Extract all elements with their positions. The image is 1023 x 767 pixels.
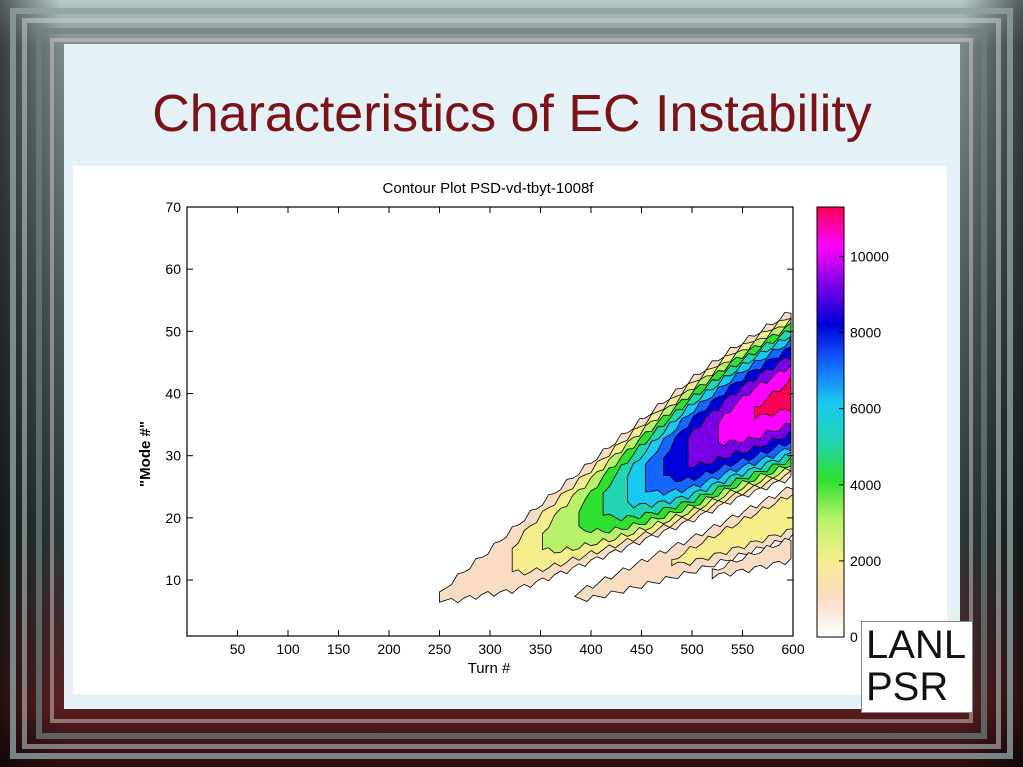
y-tick-label: 30 — [165, 448, 181, 464]
colorbar-tick-label: 2000 — [850, 553, 881, 569]
frame-ring-3 — [36, 28, 987, 739]
x-tick-label: 350 — [529, 641, 553, 657]
x-tick-label: 300 — [478, 641, 502, 657]
x-tick-label: 250 — [428, 641, 452, 657]
frame-ring-inner — [50, 38, 973, 723]
colorbar-ticks: 0 2000 4000 6000 8000 10000 — [839, 248, 889, 645]
y-tick-label: 50 — [165, 323, 181, 339]
y-tick-label: 70 — [165, 199, 181, 215]
colorbar-tick-label: 4000 — [850, 477, 881, 493]
contour-level-main-11 — [754, 376, 792, 421]
colorbar-tick-label: 6000 — [850, 401, 881, 417]
contour-level-main-10 — [717, 363, 792, 447]
colorbar — [816, 206, 845, 638]
contour-level-lower-1-2 — [671, 493, 793, 567]
colorbar-tick-label: 0 — [850, 629, 858, 645]
colorbar-tick-label: 8000 — [850, 325, 881, 341]
x-tick-label: 100 — [276, 641, 300, 657]
frame-ring-outer — [10, 8, 1013, 759]
x-axis-label: Turn # — [468, 660, 511, 677]
lanl-psr-logo: LANL PSR — [861, 621, 973, 713]
x-tick-label: 150 — [327, 641, 351, 657]
y-tick-label: 10 — [165, 572, 181, 588]
y-tick-label: 60 — [165, 261, 181, 277]
logo-line-1: LANL — [866, 623, 967, 667]
y-tick-label: 40 — [165, 386, 181, 402]
y-axis-label: "Mode #" — [137, 421, 154, 487]
x-tick-label: 50 — [230, 641, 246, 657]
contour-chart: Contour Plot PSD-vd-tbyt-1008f 50 100 150 2… — [137, 180, 889, 677]
x-tick-label: 550 — [731, 641, 755, 657]
contour-level-lower-1-1 — [574, 486, 793, 602]
y-axis: 10 20 30 40 50 60 70 — [165, 199, 793, 588]
x-tick-label: 400 — [579, 641, 603, 657]
x-tick-label: 500 — [680, 641, 704, 657]
logo-line-2: PSR — [866, 665, 949, 709]
slide-content: Characteristics of EC Instability Contou… — [64, 44, 960, 709]
chart-title: Contour Plot PSD-vd-tbyt-1008f — [383, 180, 595, 197]
slide-title: Characteristics of EC Instability — [152, 85, 872, 143]
x-tick-label: 450 — [630, 641, 654, 657]
x-axis: 50 100 150 200 250 300 350 400 450 500 550 600 — [230, 207, 805, 657]
plot-panel: Contour Plot PSD-vd-tbyt-1008f 50 100 150 2… — [73, 166, 947, 694]
x-tick-label: 200 — [377, 641, 401, 657]
colorbar-tick-label: 10000 — [850, 248, 889, 264]
frame-ring-2 — [22, 18, 1001, 749]
x-tick-label: 600 — [781, 641, 805, 657]
contour-level-lower-2-1 — [711, 537, 792, 580]
contour-fill-layer — [439, 311, 793, 604]
y-tick-label: 20 — [165, 510, 181, 526]
